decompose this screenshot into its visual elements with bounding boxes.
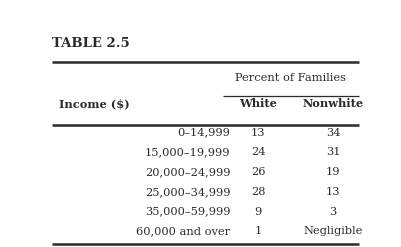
Text: 9: 9 <box>255 207 262 217</box>
Text: 19: 19 <box>326 167 340 177</box>
Text: 13: 13 <box>251 128 265 138</box>
Text: 60,000 and over: 60,000 and over <box>136 226 230 236</box>
Text: 25,000–34,999: 25,000–34,999 <box>145 187 230 197</box>
Text: 1: 1 <box>255 226 262 236</box>
Text: 28: 28 <box>251 187 265 197</box>
Text: Income ($): Income ($) <box>59 98 130 109</box>
Text: TABLE 2.5: TABLE 2.5 <box>52 37 130 50</box>
Text: Percent of Families: Percent of Families <box>235 73 346 83</box>
Text: 13: 13 <box>326 187 340 197</box>
Text: 35,000–59,999: 35,000–59,999 <box>145 207 230 217</box>
Text: 34: 34 <box>326 128 340 138</box>
Text: 31: 31 <box>326 147 340 157</box>
Text: 26: 26 <box>251 167 265 177</box>
Text: White: White <box>239 98 277 109</box>
Text: 0–14,999: 0–14,999 <box>178 128 230 138</box>
Text: 20,000–24,999: 20,000–24,999 <box>145 167 230 177</box>
Text: 15,000–19,999: 15,000–19,999 <box>145 147 230 157</box>
Text: 24: 24 <box>251 147 265 157</box>
Text: Negligible: Negligible <box>303 226 363 236</box>
Text: Nonwhite: Nonwhite <box>302 98 363 109</box>
Text: 3: 3 <box>329 207 336 217</box>
